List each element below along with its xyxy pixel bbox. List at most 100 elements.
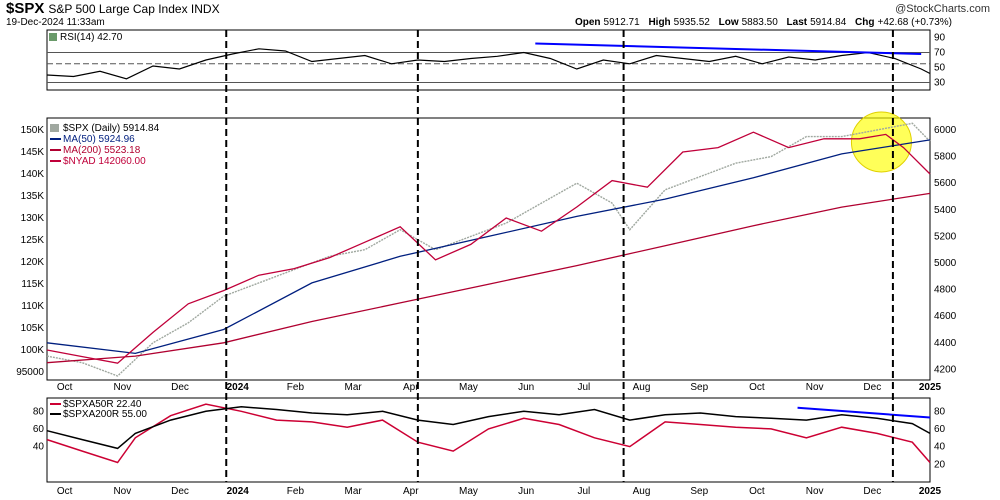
rsi-tick-label: 50 <box>934 63 946 74</box>
breadth-left-tick-label: 80 <box>33 406 45 417</box>
rsi-trendline <box>535 42 922 55</box>
right-axis-tick-label: 4200 <box>934 364 957 375</box>
price-x-tick-label: Jun <box>518 382 534 393</box>
price-x-tick-label: May <box>459 382 478 393</box>
symbol-description: S&P 500 Large Cap Index INDX <box>48 2 220 16</box>
price-x-tick-label: Dec <box>171 382 189 393</box>
breadth-left-tick-label: 60 <box>33 424 45 435</box>
right-axis-tick-label: 5000 <box>934 258 957 269</box>
high-value: 5935.52 <box>673 17 710 28</box>
price-x-tick-label: 2024 <box>227 382 250 393</box>
chg-label: Chg <box>855 17 875 28</box>
price-x-tick-label: Sep <box>690 382 708 393</box>
breadth-x-tick-label: Oct <box>57 486 73 497</box>
low-label: Low <box>718 17 739 28</box>
price-x-tick-label: Feb <box>287 382 305 393</box>
breadth-x-tick-label: Nov <box>806 486 824 497</box>
right-axis-tick-label: 4600 <box>934 311 957 322</box>
left-axis-tick-label: 135K <box>21 191 45 202</box>
breadth-series-line <box>46 403 931 464</box>
rsi-legend-swatch <box>49 33 57 41</box>
chart-header: $SPX S&P 500 Large Cap Index INDX 19-Dec-… <box>0 0 1000 30</box>
left-axis-tick-label: 105K <box>21 323 45 334</box>
breadth-right-tick-label: 80 <box>934 406 946 417</box>
price-x-tick-label: Mar <box>344 382 362 393</box>
low-value: 5883.50 <box>741 17 778 28</box>
right-axis-tick-label: 5800 <box>934 152 957 163</box>
price-x-tick-label: 2025 <box>919 382 942 393</box>
rsi-tick-label: 70 <box>934 48 946 59</box>
chart-date: 19-Dec-2024 11:33am <box>6 17 105 28</box>
right-axis-tick-label: 6000 <box>934 125 957 136</box>
breadth-x-tick-label: Apr <box>403 486 419 497</box>
open-value: 5912.71 <box>603 17 640 28</box>
quote-bar: Open 5912.71 High 5935.52 Low 5883.50 Last 5… <box>569 17 952 28</box>
price-series-line <box>46 192 931 364</box>
high-label: High <box>648 17 671 28</box>
left-axis-tick-label: 145K <box>21 147 45 158</box>
left-axis-tick-label: 130K <box>21 213 45 224</box>
price-x-tick-label: Nov <box>113 382 131 393</box>
last-label: Last <box>786 17 808 28</box>
right-axis-tick-label: 5600 <box>934 178 957 189</box>
price-x-tick-label: Dec <box>863 382 881 393</box>
breadth-x-tick-label: Sep <box>690 486 708 497</box>
price-legend-title: $SPX (Daily) 5914.84 <box>63 123 160 134</box>
chg-value: +42.68 (+0.73%) <box>877 17 953 28</box>
breadth-panel <box>46 397 931 483</box>
price-x-tick-label: Oct <box>749 382 765 393</box>
left-axis-tick-label: 100K <box>21 345 45 356</box>
breadth-x-tick-label: Oct <box>749 486 765 497</box>
left-axis-tick-label: 140K <box>21 169 45 180</box>
breadth-x-tick-label: Dec <box>863 486 881 497</box>
left-axis-tick-label: 95000 <box>16 367 44 378</box>
right-axis-tick-label: 5400 <box>934 205 957 216</box>
breadth-x-tick-label: Dec <box>171 486 189 497</box>
price-panel <box>46 117 931 381</box>
right-axis-tick-label: 4800 <box>934 285 957 296</box>
price-legend-swatch <box>50 124 59 132</box>
price-x-tick-label: Aug <box>633 382 651 393</box>
breadth-x-tick-label: Jul <box>577 486 590 497</box>
rsi-legend: RSI(14) 42.70 <box>60 32 123 43</box>
breadth-x-tick-label: Jun <box>518 486 534 497</box>
right-axis-tick-label: 5200 <box>934 231 957 242</box>
left-axis-tick-label: 125K <box>21 235 45 246</box>
breadth-x-tick-label: May <box>459 486 478 497</box>
breadth-x-tick-label: Feb <box>287 486 305 497</box>
price-legend-entry: MA(50) 5924.96 <box>63 134 135 145</box>
breadth-legend-entry: $SPXA50R 22.40 <box>63 399 142 410</box>
left-axis-tick-label: 150K <box>21 125 45 136</box>
rsi-series-line <box>46 48 931 80</box>
price-legend-entry: MA(200) 5523.18 <box>63 145 141 156</box>
price-series-line <box>46 131 931 364</box>
price-series-line <box>46 122 931 377</box>
breadth-right-tick-label: 40 <box>934 442 946 453</box>
price-series-line <box>46 139 931 355</box>
breadth-right-tick-label: 60 <box>934 424 946 435</box>
left-axis-tick-label: 120K <box>21 257 45 268</box>
symbol-title: $SPX S&P 500 Large Cap Index INDX <box>6 0 220 17</box>
breadth-x-tick-label: Mar <box>344 486 362 497</box>
highlight-circle <box>850 111 912 173</box>
left-axis-tick-label: 115K <box>21 279 44 290</box>
price-x-tick-label: Nov <box>806 382 824 393</box>
rsi-tick-label: 90 <box>934 33 946 44</box>
stockcharts-brand: @StockCharts.com <box>895 3 990 15</box>
breadth-series-line <box>46 406 931 450</box>
breadth-right-tick-label: 20 <box>934 459 946 470</box>
breadth-legend-entry: $SPXA200R 55.00 <box>63 409 147 420</box>
breadth-x-tick-label: Aug <box>633 486 651 497</box>
price-legend-entry: $NYAD 142060.00 <box>63 156 146 167</box>
breadth-x-tick-label: Nov <box>113 486 131 497</box>
rsi-tick-label: 30 <box>934 78 946 89</box>
price-x-tick-label: Oct <box>57 382 73 393</box>
last-value: 5914.84 <box>810 17 847 28</box>
rsi-panel <box>46 29 931 91</box>
left-axis-tick-label: 110K <box>21 301 44 312</box>
open-label: Open <box>574 17 601 28</box>
price-x-tick-label: Jul <box>577 382 590 393</box>
right-axis-tick-label: 4400 <box>934 338 957 349</box>
breadth-left-tick-label: 40 <box>33 442 45 453</box>
